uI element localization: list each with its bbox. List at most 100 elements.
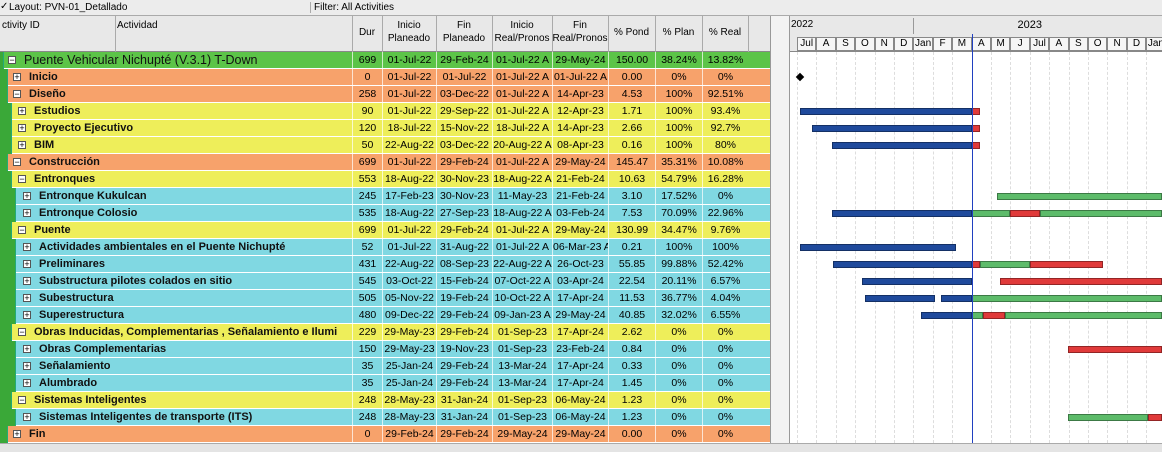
gantt-bar xyxy=(812,125,972,132)
gantt-bar xyxy=(800,244,956,251)
cell: 699 xyxy=(352,52,382,69)
column-header: Real/Pronos xyxy=(494,33,550,44)
cell: 09-Dec-22 xyxy=(382,307,436,324)
table-header xyxy=(0,16,770,52)
cell: 01-Jul-22 A xyxy=(492,154,552,171)
expand-icon: + xyxy=(23,260,31,268)
level-strip xyxy=(0,426,8,443)
cell: 11-May-23 xyxy=(492,188,552,205)
row xyxy=(0,307,770,324)
cell: 0.00 xyxy=(608,69,655,86)
cell: 7.53 xyxy=(608,205,655,222)
cell: 35 xyxy=(352,375,382,392)
row xyxy=(0,324,770,341)
column-header: Planeado xyxy=(442,33,486,44)
month-gridline xyxy=(1126,52,1128,443)
splitter xyxy=(770,16,790,452)
cell: 06-Mar-23 A xyxy=(552,239,608,256)
activity-name: BIM xyxy=(34,139,55,151)
collapse-icon: − xyxy=(18,328,26,336)
cell: 50 xyxy=(352,137,382,154)
cell: 18-Aug-22 A xyxy=(492,171,552,188)
expand-icon: + xyxy=(18,124,26,132)
cell: 100% xyxy=(702,239,748,256)
month-label: J xyxy=(1010,37,1030,51)
cell: 01-Jul-22 A xyxy=(552,69,608,86)
cell: 30-Nov-23 xyxy=(436,171,492,188)
cell: 28-May-23 xyxy=(382,392,436,409)
column-header: % Pond xyxy=(613,27,650,38)
cell: 0% xyxy=(702,69,748,86)
level-strip xyxy=(0,120,12,137)
toolbar: ✓ Layout: PVN-01_Detallado Filter: All A… xyxy=(0,0,1162,16)
cell: 29-Feb-24 xyxy=(436,375,492,392)
cell: 90 xyxy=(352,103,382,120)
level-strip xyxy=(0,103,12,120)
cell: 0 xyxy=(352,426,382,443)
cell: 03-Dec-22 xyxy=(436,86,492,103)
activity-name: Fin xyxy=(29,428,46,440)
cell: 100% xyxy=(655,103,702,120)
activity-name: Preliminares xyxy=(39,258,106,270)
cell: 03-Oct-22 xyxy=(382,273,436,290)
row xyxy=(0,154,770,171)
level-strip xyxy=(0,273,16,290)
cell: 0% xyxy=(655,392,702,409)
cell: 19-Nov-23 xyxy=(436,341,492,358)
column-header: ctivity ID xyxy=(2,20,40,31)
cell: 553 xyxy=(352,171,382,188)
activity-name: Inicio xyxy=(29,71,58,83)
month-label: S xyxy=(1068,37,1088,51)
cell: 13-Mar-24 xyxy=(492,358,552,375)
gantt-bar xyxy=(832,142,972,149)
cell: 6.57% xyxy=(702,273,748,290)
cell: 29-May-24 xyxy=(552,426,608,443)
cell: 18-Aug-22 xyxy=(382,205,436,222)
gantt-bar xyxy=(1010,210,1040,217)
month-gridline xyxy=(797,52,798,443)
month-label: A xyxy=(816,37,836,51)
column-header: % Plan xyxy=(662,27,695,38)
cell: 0% xyxy=(702,358,748,375)
gantt-bar xyxy=(972,210,1010,217)
cell: 0.00 xyxy=(608,426,655,443)
cell: 17-Apr-24 xyxy=(552,375,608,392)
cell: 29-Feb-24 xyxy=(436,222,492,239)
expand-icon: + xyxy=(23,362,31,370)
cell: 99.88% xyxy=(655,256,702,273)
level-strip xyxy=(0,154,8,171)
cell: 25-Jan-24 xyxy=(382,358,436,375)
cell: 6.55% xyxy=(702,307,748,324)
cell: 535 xyxy=(352,205,382,222)
cell: 100% xyxy=(655,137,702,154)
row xyxy=(0,341,770,358)
month-gridline xyxy=(1107,52,1109,443)
row xyxy=(0,358,770,375)
row xyxy=(0,273,770,290)
cell: 29-Feb-24 xyxy=(436,52,492,69)
column-header: Planeado xyxy=(387,33,431,44)
expand-icon: + xyxy=(23,243,31,251)
cell: 10-Oct-22 A xyxy=(492,290,552,307)
month-label: Jan xyxy=(913,37,933,51)
column-header: Fin xyxy=(573,20,587,31)
activity-name: Puente Vehicular Nichupté (V.3.1) T-Down xyxy=(24,53,258,67)
month-label: A xyxy=(971,37,991,51)
cell: 0% xyxy=(702,375,748,392)
expand-icon: + xyxy=(23,311,31,319)
cell: 29-May-24 xyxy=(552,222,608,239)
cell: 34.47% xyxy=(655,222,702,239)
cell: 29-Sep-22 xyxy=(436,103,492,120)
cell: 29-Feb-24 xyxy=(382,426,436,443)
cell: 130.99 xyxy=(608,222,655,239)
cell: 36.77% xyxy=(655,290,702,307)
cell: 505 xyxy=(352,290,382,307)
cell: 29-Feb-24 xyxy=(436,154,492,171)
expand-icon: + xyxy=(13,73,21,81)
column-divider xyxy=(608,16,609,52)
cell: 4.53 xyxy=(608,86,655,103)
cell: 100% xyxy=(655,120,702,137)
month-label: Jan xyxy=(1146,37,1162,51)
cell: 55.85 xyxy=(608,256,655,273)
cell: 0% xyxy=(655,69,702,86)
